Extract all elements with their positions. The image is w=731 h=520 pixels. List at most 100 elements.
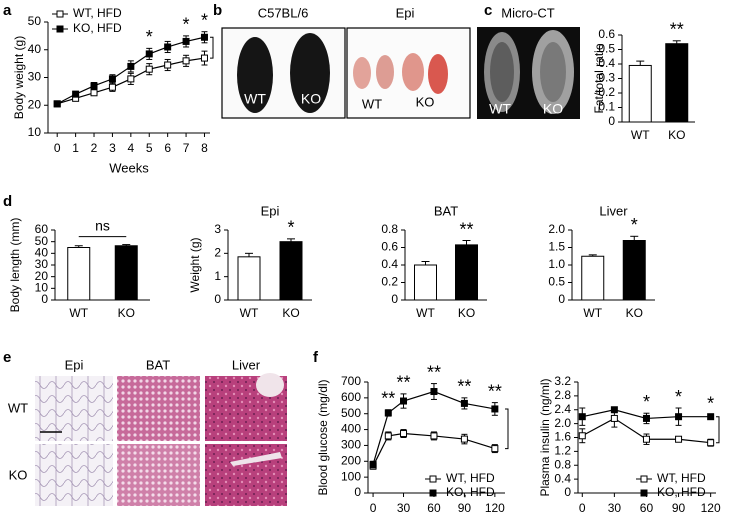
y-tick-label: 0 (354, 485, 361, 499)
legend-marker (429, 489, 437, 497)
significance: * (643, 392, 650, 412)
y-tick-label: 600 (341, 390, 361, 404)
y-tick-label: 30 (35, 257, 49, 271)
y-tick-label: 0.2 (598, 85, 615, 99)
point (460, 435, 468, 443)
y-tick-label: 0.3 (598, 71, 615, 85)
point (430, 432, 438, 440)
y-tick-label: 60 (35, 222, 49, 236)
y-tick-label: 0 (391, 292, 398, 306)
histology-image (117, 376, 200, 441)
point (430, 388, 438, 396)
photo-title: C57BL/6 (258, 5, 309, 20)
point (384, 409, 392, 417)
histology-vessel (230, 452, 282, 466)
comparison-bracket (505, 408, 509, 450)
point (707, 413, 715, 421)
point (127, 62, 135, 70)
panel-label: b (213, 2, 222, 19)
chart-title: BAT (434, 203, 458, 218)
legend-marker (640, 489, 648, 497)
legend-label: KO, HFD (73, 21, 122, 35)
x-tick-label: 3 (109, 141, 116, 155)
x-tick-label: 30 (397, 501, 411, 515)
column-title: Liver (232, 357, 261, 372)
y-tick-label: 1.6 (554, 430, 571, 444)
x-tick-label: 60 (640, 501, 654, 515)
bar (279, 241, 303, 301)
column-title: BAT (146, 357, 170, 372)
point (200, 33, 208, 41)
x-tick-label: 2 (91, 141, 98, 155)
point (90, 89, 98, 97)
x-tick-label: KO (458, 306, 475, 320)
y-tick-label: 500 (341, 406, 361, 420)
panel-label: a (3, 2, 12, 19)
x-tick-label: WT (583, 306, 602, 320)
significance: ** (381, 389, 395, 409)
y-tick-label: 2 (214, 246, 221, 260)
point (164, 43, 172, 51)
ct-mouse (490, 42, 514, 102)
photo-label: KO (301, 91, 321, 107)
histology-image (117, 444, 200, 506)
point (108, 75, 116, 83)
fat-pad (428, 54, 448, 94)
significance: * (287, 218, 294, 238)
x-tick-label: 8 (201, 141, 208, 155)
y-tick-label: 2.4 (554, 402, 571, 416)
bar (67, 247, 91, 301)
point (610, 414, 618, 422)
bar (455, 244, 478, 301)
point (182, 37, 190, 45)
y-tick-label: 0.4 (381, 257, 398, 271)
y-tick-label: 1.5 (548, 240, 565, 254)
point (578, 413, 586, 421)
legend-marker (56, 10, 64, 18)
significance: * (201, 10, 208, 30)
photo-title: Epi (396, 5, 415, 20)
y-axis-label: Weight (g) (188, 237, 202, 292)
y-tick-label: 100 (341, 469, 361, 483)
significance: * (631, 215, 638, 235)
point (72, 90, 80, 98)
y-tick-label: 2.0 (548, 222, 565, 236)
x-tick-label: WT (69, 306, 88, 320)
y-tick-label: 10 (28, 125, 42, 139)
y-tick-label: 40 (35, 246, 49, 260)
bar (622, 240, 646, 301)
x-tick-label: 1 (72, 141, 79, 155)
x-axis-label: Weeks (109, 160, 149, 175)
y-tick-label: 1.2 (554, 444, 571, 458)
y-tick-label: 0 (558, 292, 565, 306)
y-tick-label: 50 (35, 234, 49, 248)
y-tick-label: 20 (28, 97, 42, 111)
x-tick-label: 30 (608, 501, 622, 515)
series-line (372, 390, 495, 465)
legend-label: KO, HFD (657, 485, 706, 499)
y-tick-label: 2.8 (554, 388, 571, 402)
x-tick-label: 6 (164, 141, 171, 155)
y-tick-label: 0.4 (554, 471, 571, 485)
x-tick-label: WT (240, 306, 259, 320)
significance: * (146, 27, 153, 47)
legend-marker (429, 475, 437, 483)
y-axis-label: Body weight (g) (12, 36, 26, 119)
histology-image (35, 444, 113, 506)
fat-pad (402, 53, 424, 91)
y-tick-label: 0 (214, 292, 221, 306)
x-tick-label: WT (631, 128, 650, 142)
y-tick-label: 50 (28, 14, 42, 28)
y-tick-label: 200 (341, 453, 361, 467)
comparison-bracket (210, 36, 214, 59)
mouse (290, 33, 330, 113)
y-tick-label: 3 (214, 222, 221, 236)
x-tick-label: KO (282, 306, 299, 320)
y-tick-label: 0.6 (381, 240, 398, 254)
x-tick-label: 120 (701, 501, 721, 515)
y-tick-label: 10 (35, 281, 49, 295)
point (182, 57, 190, 65)
y-tick-label: 0.4 (598, 56, 615, 70)
significance: * (675, 387, 682, 407)
y-tick-label: 0.5 (548, 275, 565, 289)
